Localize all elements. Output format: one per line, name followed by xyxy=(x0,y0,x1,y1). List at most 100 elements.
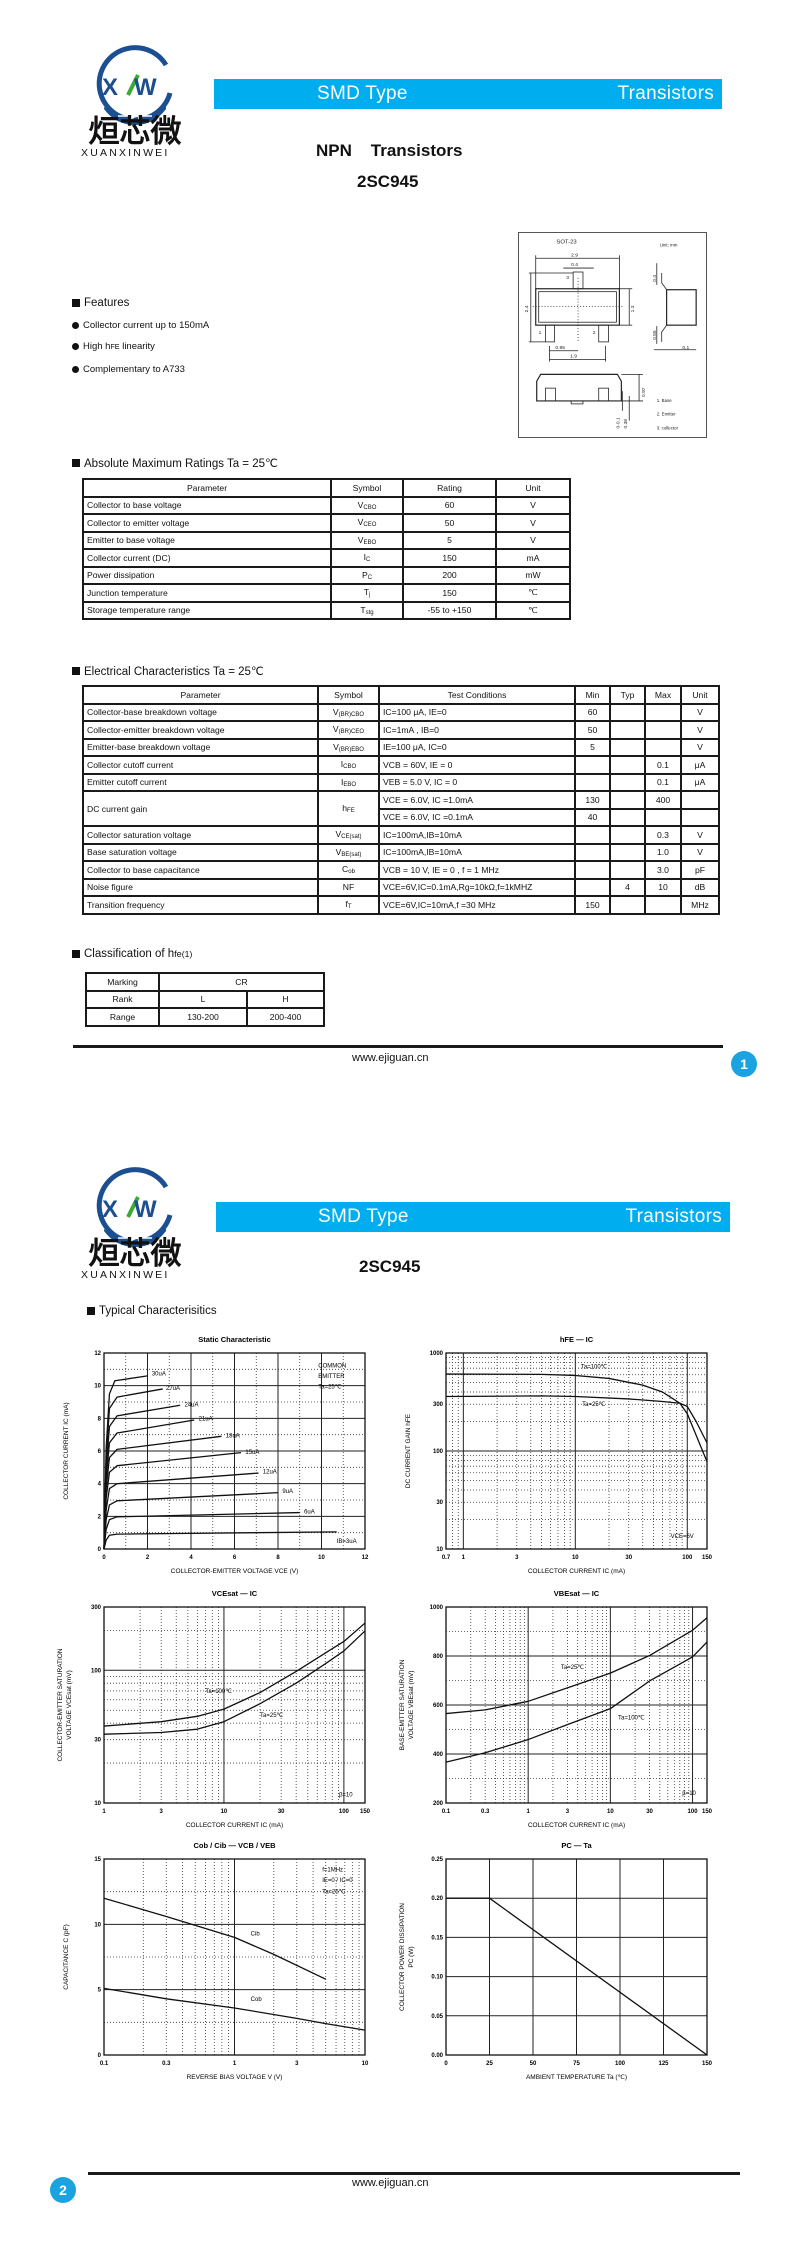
page-number-badge: 1 xyxy=(731,1051,757,1077)
series-line xyxy=(445,1395,708,1444)
y-tick-label: 300 xyxy=(433,1402,444,1408)
plot-frame xyxy=(103,1352,366,1550)
chart-annotation: β=10 xyxy=(339,1792,353,1798)
symbol-cell: VCE(sat) xyxy=(317,825,380,845)
condition-cell: VCB = 10 V, IE = 0 , f = 1 MHz xyxy=(378,860,576,880)
document-title: NPN Transistors xyxy=(316,141,463,160)
grid xyxy=(104,1859,365,2055)
feature-text: Complementary to A733 xyxy=(83,364,185,375)
x-tick-label: 3 xyxy=(295,2061,299,2067)
svg-text:W: W xyxy=(134,74,157,101)
bullet-icon xyxy=(72,366,79,373)
column-header: Symbol xyxy=(330,478,404,498)
text: V xyxy=(335,846,342,857)
y-tick-label: 100 xyxy=(433,1449,444,1455)
footer-divider xyxy=(73,1045,723,1048)
marking-value: CR xyxy=(157,972,326,992)
parameter-cell: Collector-emitter breakdown voltage xyxy=(82,720,319,740)
abs-max-heading: Absolute Maximum Ratings Ta = 25℃ xyxy=(72,456,278,470)
text: I xyxy=(363,552,367,563)
y-tick-label: 600 xyxy=(433,1703,444,1709)
condition-cell: VCE=6V,IC=10mA,f =30 MHz xyxy=(378,895,576,915)
parameter-cell: Power dissipation xyxy=(82,565,332,585)
text: 0.97 xyxy=(641,387,647,397)
chart-hfe-vs-ic: 0.7 1 3 10 30 100 150 10 30 100 300 1000 hFE — IC COL… xyxy=(405,1335,713,1575)
unit-cell: mA xyxy=(495,548,571,568)
company-logo: X W 烜芯微 XUANXINWEI xyxy=(81,1165,188,1283)
square-bullet-icon xyxy=(72,299,80,307)
chart-annotation: Ta=25℃ xyxy=(322,1890,346,1896)
x-tick-label: 12 xyxy=(362,1555,369,1561)
y-tick-label: 1000 xyxy=(430,1605,444,1611)
series-label: 9uA xyxy=(282,1489,293,1495)
symbol-cell: fT xyxy=(317,895,380,915)
bullet-icon xyxy=(72,322,79,329)
page-number-badge: 2 xyxy=(50,2177,76,2203)
x-tick-label: 0.1 xyxy=(100,2061,109,2067)
table-row: Collector saturation voltage VCE(sat) IC=1… xyxy=(82,825,720,845)
symbol-cell: Cob xyxy=(317,860,380,880)
text: 0-0.1 xyxy=(615,417,621,428)
text: (1) xyxy=(181,949,193,959)
square-bullet-icon xyxy=(72,459,80,467)
chart-annotation: IE=0 / IC=0 xyxy=(322,1878,353,1884)
typ-cell xyxy=(609,895,646,915)
table-row: Transition frequency fT VCE=6V,IC=10mA,f =… xyxy=(82,895,720,915)
y-tick-label: 6 xyxy=(98,1449,102,1455)
text: C xyxy=(342,864,349,875)
x-tick-label: 75 xyxy=(573,2061,580,2067)
x-tick-label: 125 xyxy=(658,2061,669,2067)
marking-row: Marking CR xyxy=(85,972,326,992)
electrical-heading-text: Electrical Characteristics Ta = 25℃ xyxy=(84,666,264,678)
grid xyxy=(446,1859,707,2055)
parameter-cell: Collector to base voltage xyxy=(82,495,332,515)
parameter-cell: Collector cutoff current xyxy=(82,755,319,775)
symbol-cell: hFE xyxy=(317,790,380,827)
y-tick-label: 400 xyxy=(433,1752,444,1758)
text: (BR)CEO xyxy=(338,729,365,736)
y-tick-label: 10 xyxy=(94,1384,101,1390)
max-cell xyxy=(644,895,682,915)
symbol-cell: Tstg xyxy=(330,600,404,620)
series-label: Ta=25℃ xyxy=(582,1402,606,1408)
symbol-cell: NF xyxy=(317,877,380,897)
unit-cell: dB xyxy=(680,877,720,897)
package-name: SOT-23 xyxy=(556,239,577,245)
chart-title: hFE — IC xyxy=(560,1335,594,1344)
condition-cell: VCE = 6.0V, IC =0.1mA xyxy=(378,807,576,827)
text: 1.3 xyxy=(630,305,636,312)
series-label: 6uA xyxy=(304,1509,315,1515)
x-tick-label: 1 xyxy=(233,2061,237,2067)
text: V xyxy=(357,517,364,528)
footer-url[interactable]: www.ejiguan.cn xyxy=(352,1052,429,1064)
x-tick-label: 0.3 xyxy=(481,1809,490,1815)
max-cell: 0.1 xyxy=(644,772,682,792)
header-row: Parameter Symbol Test Conditions Min Typ Max U… xyxy=(82,685,720,705)
chart-vbesat-vs-ic: 0.1 0.3 1 3 10 30 100 150 200 400 600 800 1000 VBEsat… xyxy=(399,1589,713,1829)
series-label: 12uA xyxy=(263,1469,277,1475)
y-axis-label: COLLECTOR POWER DISSIPATION xyxy=(399,1903,406,2011)
x-tick-label: 10 xyxy=(318,1555,325,1561)
condition-cell: VCE=6V,IC=0.1mA,Rg=10kΩ,f=1kMHZ xyxy=(378,877,576,897)
range-value: 200-400 xyxy=(245,1007,326,1027)
unit-cell: mW xyxy=(495,565,571,585)
x-tick-label: 10 xyxy=(221,1809,228,1815)
chart-title: PC — Ta xyxy=(561,1841,592,1850)
rank-label: Rank xyxy=(85,989,160,1009)
column-header: Typ xyxy=(609,685,646,705)
min-cell: 50 xyxy=(574,720,611,740)
series-label: 24uA xyxy=(184,1402,198,1408)
text: P xyxy=(361,569,368,580)
footer-url[interactable]: www.ejiguan.cn xyxy=(352,2177,429,2189)
text: 0.4 xyxy=(571,262,578,268)
rank-value: H xyxy=(245,989,326,1009)
x-tick-label: 150 xyxy=(360,1809,371,1815)
classification-heading: Classification of hfe(1) xyxy=(72,948,192,960)
text: 2.4 xyxy=(524,305,530,312)
text: C xyxy=(366,557,371,564)
chart-annotation: f=1MHz xyxy=(322,1867,343,1873)
electrical-characteristics-table: Parameter Symbol Test Conditions Min Typ Max U… xyxy=(82,685,720,915)
table-row: Collector-emitter breakdown voltage V(BR)… xyxy=(82,720,720,740)
plot-frame xyxy=(445,1606,708,1804)
symbol-cell: PC xyxy=(330,565,404,585)
